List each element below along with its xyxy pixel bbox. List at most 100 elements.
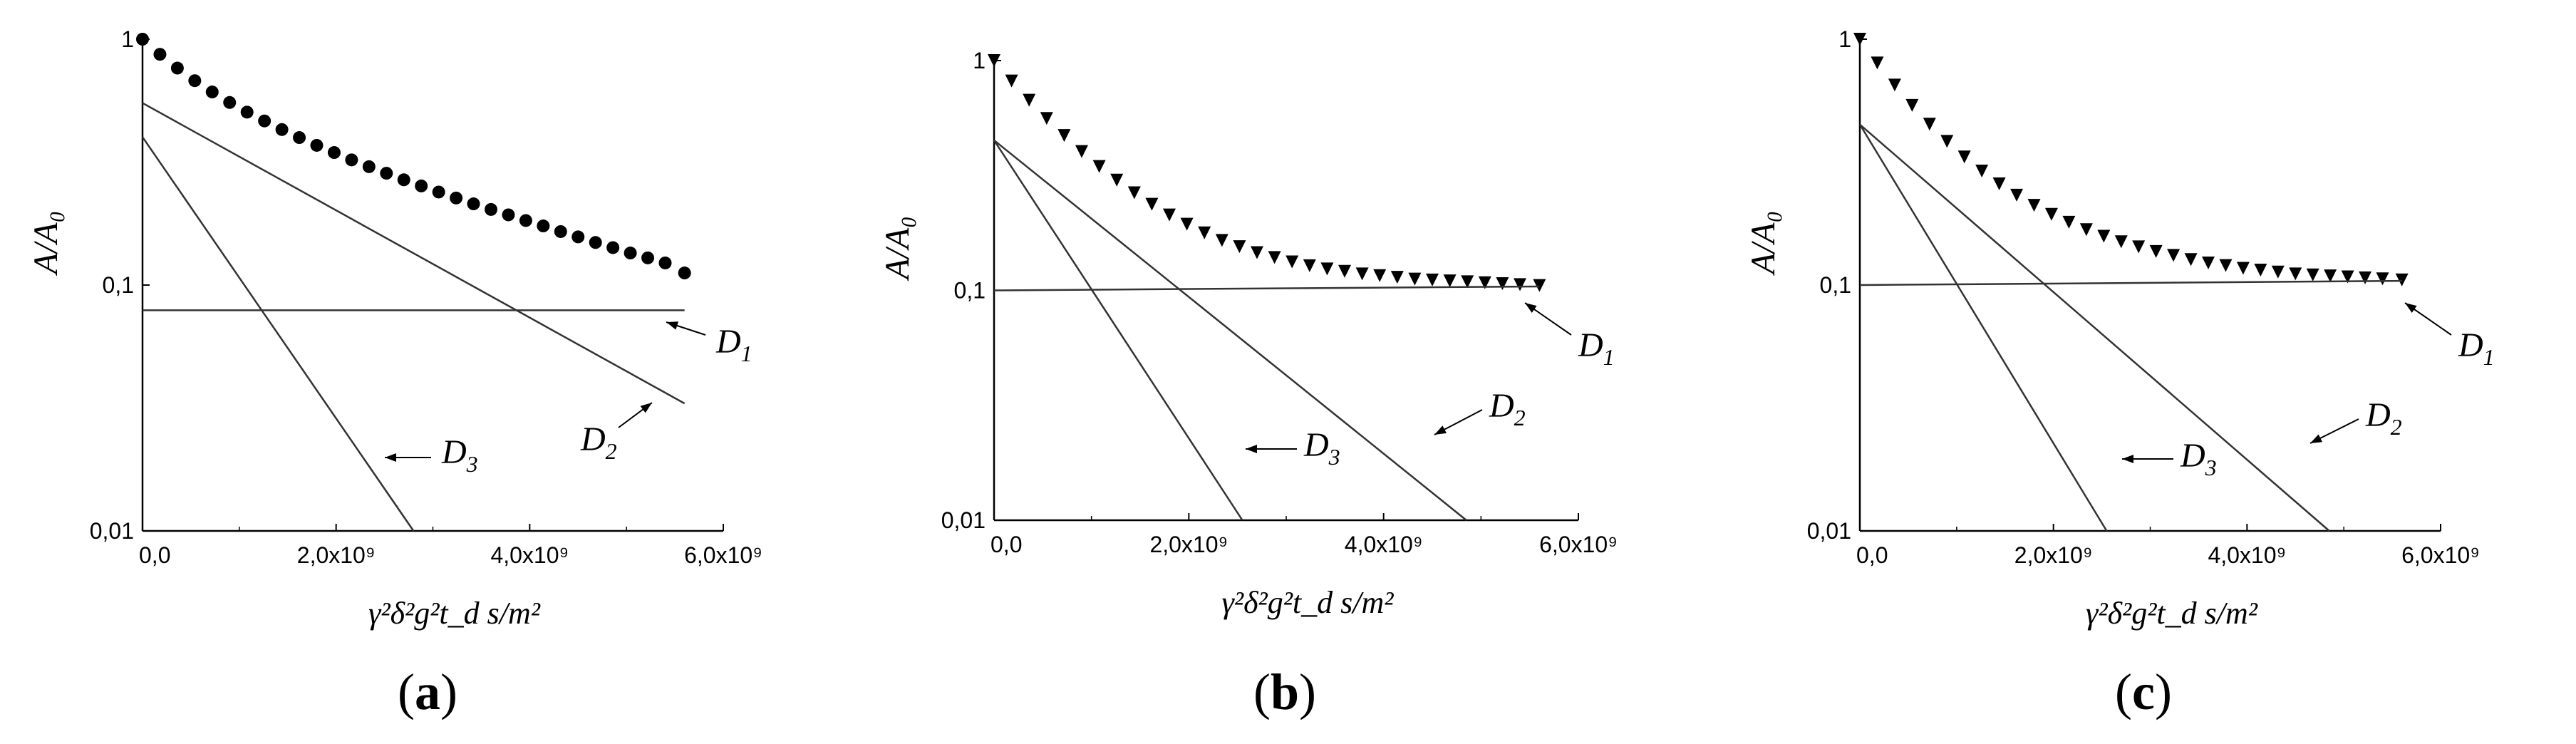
panel-caption-a: (a) <box>398 663 457 720</box>
x-tick-label: 0,0 <box>139 542 170 568</box>
data-point <box>153 48 167 61</box>
data-point <box>1198 226 1211 239</box>
data-point <box>1408 272 1422 286</box>
data-point <box>2289 267 2302 281</box>
data-point <box>1338 264 1351 278</box>
y-tick-label: 0,1 <box>1820 272 1851 298</box>
annotation-label-d1: D1 <box>1578 326 1615 370</box>
data-point <box>1390 271 1404 284</box>
data-point <box>1992 177 2006 190</box>
annotation-arrowhead <box>1434 425 1447 435</box>
data-point <box>589 236 602 249</box>
data-point <box>345 153 358 167</box>
chart-a-plot: 0,0 2,0x10⁹ 4,0x10⁹ 6,0x10⁹ 0,01 0,1 1 γ²δ²g²t_… <box>27 26 762 631</box>
data-point <box>2395 273 2409 286</box>
data-point <box>1040 112 1053 125</box>
fit-line-d2 <box>1859 123 2330 532</box>
data-point <box>1127 186 1141 200</box>
data-point <box>2184 253 2198 267</box>
data-point <box>2254 264 2267 277</box>
annotation-arrowhead <box>1246 445 1257 453</box>
data-point <box>310 138 324 152</box>
x-tick-label: 4,0x10⁹ <box>2208 542 2286 568</box>
data-point <box>1268 251 1281 264</box>
data-point <box>1514 278 1526 291</box>
data-point <box>1057 129 1071 143</box>
data-point <box>1975 164 1989 177</box>
annotation-label-d3: D3 <box>441 433 478 477</box>
x-tick-label: 6,0x10⁹ <box>1539 532 1618 557</box>
data-point <box>380 167 393 180</box>
x-tick-label: 2,0x10⁹ <box>2014 542 2093 568</box>
annotation-arrowhead <box>666 321 679 330</box>
data-point <box>2324 269 2337 283</box>
data-point <box>485 202 497 216</box>
annotation-label-d2: D2 <box>1489 387 1526 430</box>
data-point <box>2167 249 2181 262</box>
data-point <box>2079 223 2093 237</box>
data-point <box>467 197 480 211</box>
fit-line-d3 <box>1858 123 2108 532</box>
data-point <box>2306 268 2319 281</box>
data-point <box>258 114 271 128</box>
data-point <box>658 256 672 269</box>
data-point <box>170 61 184 75</box>
x-tick-label: 0,0 <box>1856 542 1888 568</box>
data-point <box>205 86 219 99</box>
data-point <box>2044 207 2058 221</box>
x-tick-label: 0,0 <box>990 532 1022 557</box>
y-tick-label: 0,1 <box>954 278 986 304</box>
annotation-arrowhead <box>385 453 396 462</box>
data-point <box>1023 93 1036 107</box>
data-point <box>1110 173 1124 187</box>
x-tick-label: 6,0x10⁹ <box>684 542 762 568</box>
data-point <box>2097 229 2111 243</box>
data-point <box>2341 270 2354 284</box>
data-point <box>606 241 620 254</box>
annotation-arrowhead <box>1525 303 1537 314</box>
chart-b-plot: 0,0 2,0x10⁹ 4,0x10⁹ 6,0x10⁹ 0,01 0,1 1 γ²δ²g²t_… <box>879 48 1618 620</box>
data-point <box>1145 197 1159 211</box>
data-point <box>537 219 550 233</box>
x-tick-label: 4,0x10⁹ <box>490 542 569 568</box>
data-point <box>2359 271 2372 284</box>
data-point <box>1426 273 1439 286</box>
annotation-arrowhead <box>2310 434 2322 443</box>
data-point <box>2010 188 2024 202</box>
data-point <box>432 185 445 199</box>
x-axis-title: γ²δ²g²t_d s/m² <box>1222 585 1395 620</box>
annotation-arrowhead <box>2405 303 2417 314</box>
data-point <box>641 251 655 264</box>
data-point <box>1163 208 1176 222</box>
data-point <box>136 33 149 46</box>
y-axis-title: A/A₀ <box>1744 211 1782 277</box>
y-tick-label: 0,01 <box>90 518 134 544</box>
y-axis-title: A/A₀ <box>879 216 916 281</box>
fit-line-d3 <box>993 140 1243 521</box>
data-point <box>362 160 376 173</box>
y-tick-label: 0,01 <box>1807 518 1851 544</box>
y-tick-label: 1 <box>1838 26 1851 52</box>
data-point <box>2062 215 2076 229</box>
data-point <box>2149 244 2163 258</box>
data-point <box>2027 199 2041 212</box>
y-tick-label: 0,1 <box>103 272 134 298</box>
data-point <box>1871 56 1884 70</box>
annotation-arrowhead <box>640 403 652 413</box>
data-point <box>624 247 637 260</box>
data-point <box>1923 118 1936 131</box>
fit-line-d1 <box>1859 279 2402 286</box>
data-point <box>1215 234 1228 247</box>
data-point <box>1320 262 1334 276</box>
data-point <box>678 267 691 280</box>
x-tick-label: 2,0x10⁹ <box>297 542 376 568</box>
data-point <box>554 224 567 238</box>
y-axis-title: A/A₀ <box>27 211 65 277</box>
fit-line-d3 <box>141 136 415 532</box>
data-point <box>2202 256 2215 269</box>
data-point <box>2376 272 2389 286</box>
data-point <box>1533 279 1546 292</box>
data-point <box>988 54 1000 67</box>
y-tick-label: 0,01 <box>941 507 986 533</box>
data-point <box>1251 246 1263 259</box>
